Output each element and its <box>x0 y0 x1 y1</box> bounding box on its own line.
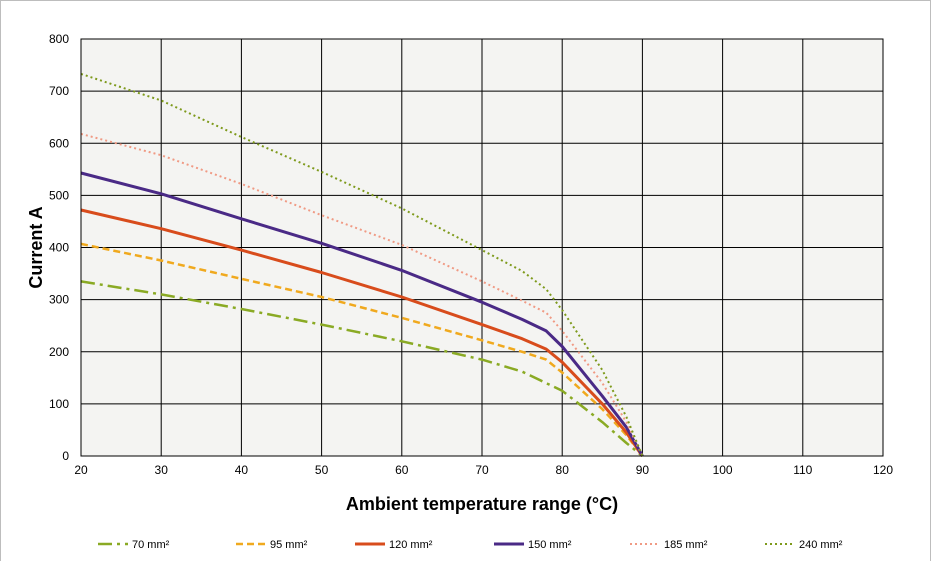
series-line <box>80 72 644 457</box>
y-tick-label: 100 <box>49 397 69 411</box>
x-axis-title: Ambient temperature range (°C) <box>346 494 618 514</box>
legend-label: 150 mm² <box>528 539 572 551</box>
series-line <box>80 208 644 457</box>
series-lines <box>80 72 644 457</box>
x-tick-label: 70 <box>475 463 489 477</box>
y-tick-labels: 0 100 200 300 400 500 600 700 800 <box>49 32 69 463</box>
legend-label: 120 mm² <box>389 539 433 551</box>
series-line <box>80 171 644 457</box>
y-tick-label: 400 <box>49 241 69 255</box>
x-tick-label: 80 <box>556 463 570 477</box>
x-tick-label: 30 <box>155 463 169 477</box>
plot-border <box>80 38 884 457</box>
y-tick-label: 300 <box>49 293 69 307</box>
x-tick-label: 100 <box>713 463 733 477</box>
legend-label: 240 mm² <box>799 539 843 551</box>
x-tick-label: 50 <box>315 463 329 477</box>
x-tick-label: 20 <box>74 463 88 477</box>
x-tick-label: 90 <box>636 463 650 477</box>
x-tick-label: 120 <box>873 463 893 477</box>
y-tick-label: 200 <box>49 345 69 359</box>
y-tick-label: 500 <box>49 188 69 202</box>
x-tick-label: 40 <box>235 463 249 477</box>
y-tick-label: 600 <box>49 136 69 150</box>
y-tick-label: 800 <box>49 32 69 46</box>
y-axis-title: Current A <box>26 206 46 288</box>
x-tick-label: 60 <box>395 463 409 477</box>
legend: 70 mm² 95 mm² 120 mm² 150 mm² 185 mm² 240 mm² <box>98 539 843 551</box>
legend-label: 70 mm² <box>132 539 170 551</box>
series-line <box>80 280 644 457</box>
y-tick-label: 700 <box>49 84 69 98</box>
y-tick-label: 0 <box>62 449 69 463</box>
series-line <box>80 132 644 457</box>
series-line <box>80 242 644 457</box>
legend-label: 95 mm² <box>270 539 308 551</box>
legend-label: 185 mm² <box>664 539 708 551</box>
x-tick-labels: 20 30 40 50 60 70 80 90 100 110 120 <box>74 463 893 477</box>
grid-lines <box>80 38 884 457</box>
x-tick-label: 110 <box>793 463 812 477</box>
